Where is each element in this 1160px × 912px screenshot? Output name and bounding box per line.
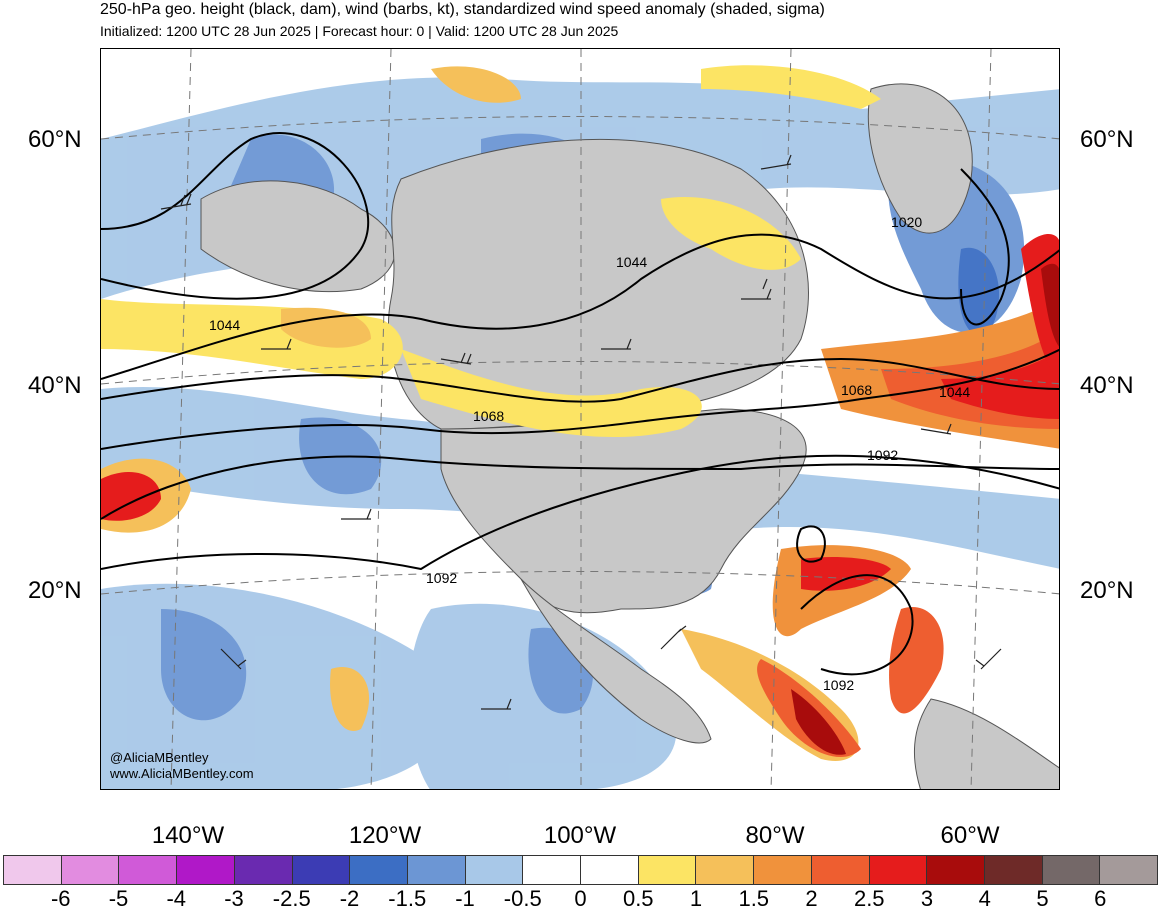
colorbar-label: -5: [108, 886, 129, 911]
colorbar-cell: [292, 856, 351, 884]
colorbar-label: 3: [920, 886, 934, 911]
colorbar-label: 2: [805, 886, 818, 911]
colorbar-label: -0.5: [503, 886, 542, 911]
land-masses: [200, 83, 1059, 789]
contour-label: 1092: [426, 570, 457, 586]
colorbar-cell: [4, 856, 62, 884]
colorbar-cell: [177, 856, 235, 884]
lat-label-right: 40°N: [1080, 372, 1134, 399]
colorbar-cell: [869, 856, 928, 884]
colorbar-label: -6: [50, 886, 71, 911]
colorbar-label: -3: [224, 886, 244, 911]
chart-title: 250-hPa geo. height (black, dam), wind (…: [100, 1, 825, 18]
colorbar-cell: [119, 856, 178, 884]
chart-subtitle: Initialized: 1200 UTC 28 Jun 2025 | Fore…: [100, 23, 619, 39]
colorbar: [3, 855, 1158, 885]
lon-label: 60°W: [940, 822, 1000, 849]
colorbar-cell: [754, 856, 812, 884]
contour-label: 1044: [209, 317, 240, 333]
contour-label: 1044: [616, 254, 647, 270]
contour-label: 1092: [867, 447, 898, 463]
map-panel: 1020 1044 1044 1044 1068 1068 1092 1092 …: [100, 48, 1060, 790]
lat-label-left: 20°N: [28, 577, 82, 604]
contour-label: 1068: [841, 382, 872, 398]
contour-label: 1020: [891, 214, 922, 230]
credit-handle: @AliciaMBentley: [110, 750, 209, 765]
colorbar-label: -1.5: [388, 886, 427, 911]
colorbar-cell: [1100, 856, 1158, 884]
colorbar-cell: [638, 856, 697, 884]
colorbar-label: 1.5: [738, 886, 770, 911]
colorbar-label: 1: [689, 886, 703, 911]
lon-label: 100°W: [543, 822, 617, 849]
colorbar-cell: [696, 856, 755, 884]
colorbar-label: 4: [978, 886, 991, 911]
lat-label-right: 60°N: [1080, 126, 1134, 153]
contour-label: 1092: [823, 677, 854, 693]
colorbar-cell: [465, 856, 524, 884]
colorbar-cell: [984, 856, 1043, 884]
colorbar-label: -4: [166, 886, 187, 911]
lat-label-left: 60°N: [28, 126, 82, 153]
colorbar-label: -2.5: [272, 886, 311, 911]
colorbar-cell: [350, 856, 408, 884]
lon-label: 140°W: [151, 822, 225, 849]
colorbar-cell: [1042, 856, 1101, 884]
colorbar-cell: [523, 856, 582, 884]
graticule: [101, 49, 1059, 789]
colorbar-label: -2: [339, 886, 360, 911]
colorbar-cell: [234, 856, 293, 884]
lat-label-left: 40°N: [28, 372, 82, 399]
lon-label: 120°W: [348, 822, 422, 849]
contour-labels: 1020 1044 1044 1044 1068 1068 1092 1092 …: [209, 214, 970, 693]
map-canvas: 1020 1044 1044 1044 1068 1068 1092 1092 …: [101, 49, 1059, 789]
colorbar-cell: [407, 856, 466, 884]
contour-label: 1068: [473, 408, 504, 424]
colorbar-label: -1: [455, 886, 475, 911]
contour-label: 1044: [939, 384, 970, 400]
lat-label-right: 20°N: [1080, 577, 1134, 604]
colorbar-cell: [927, 856, 985, 884]
colorbar-cell: [581, 856, 639, 884]
credit-site: www.AliciaMBentley.com: [110, 766, 254, 781]
colorbar-label: 0.5: [622, 886, 654, 911]
colorbar-label: 5: [1036, 886, 1049, 911]
wind-barbs: [160, 154, 1002, 710]
colorbar-label: 6: [1094, 886, 1107, 911]
colorbar-label: 2.5: [853, 886, 885, 911]
colorbar-cell: [811, 856, 870, 884]
colorbar-label: 0: [574, 886, 587, 911]
height-contours: [101, 132, 1059, 676]
lon-label: 80°W: [745, 822, 805, 849]
colorbar-cell: [61, 856, 120, 884]
